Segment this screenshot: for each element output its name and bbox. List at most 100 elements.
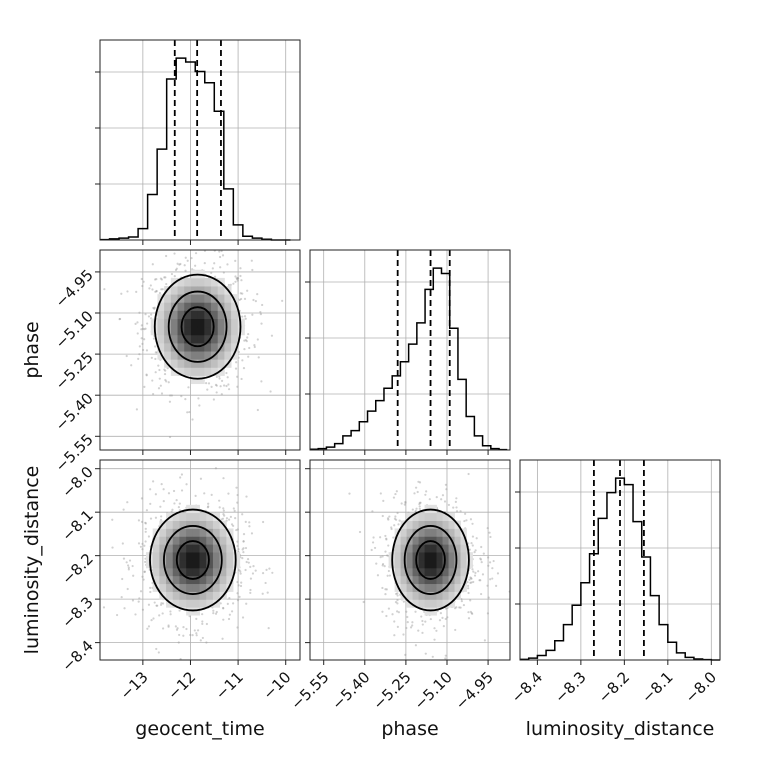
density-cell bbox=[197, 367, 205, 376]
scatter-point bbox=[482, 552, 485, 555]
scatter-point bbox=[229, 515, 232, 518]
density-cell bbox=[172, 536, 180, 545]
density-cell bbox=[204, 277, 212, 287]
scatter-point bbox=[173, 252, 176, 255]
panel-frame-luminosity_distance bbox=[519, 459, 721, 661]
density-cell bbox=[442, 575, 449, 585]
density-cell bbox=[192, 552, 200, 561]
density-cell bbox=[206, 567, 214, 577]
density-cell bbox=[436, 583, 443, 592]
scatter-point bbox=[387, 607, 391, 610]
scatter-point bbox=[467, 472, 470, 476]
scatter-point bbox=[433, 638, 436, 641]
density-cell bbox=[206, 512, 214, 521]
scatter-point bbox=[170, 510, 173, 513]
scatter-point bbox=[489, 578, 492, 581]
density-cell bbox=[430, 560, 437, 569]
scatter-point bbox=[392, 496, 396, 499]
density-cell bbox=[219, 544, 227, 553]
density-cell bbox=[164, 294, 172, 303]
scatter-point bbox=[469, 576, 472, 579]
scatter-point bbox=[385, 614, 388, 618]
scatter-point bbox=[136, 321, 139, 324]
density-cell bbox=[166, 560, 174, 569]
scatter-point bbox=[141, 548, 144, 551]
density-cell bbox=[184, 367, 192, 376]
scatter-point bbox=[478, 579, 481, 582]
density-cell bbox=[197, 302, 205, 311]
density-cell bbox=[157, 326, 165, 336]
density-cell bbox=[448, 520, 455, 529]
scatter-point bbox=[402, 633, 405, 636]
scatter-point bbox=[470, 611, 473, 615]
scatter-point bbox=[144, 313, 147, 316]
density-cell bbox=[197, 375, 205, 385]
ylabel-phase: phase bbox=[21, 321, 43, 378]
scatter-point bbox=[205, 382, 208, 385]
scatter-point bbox=[144, 327, 147, 330]
density-cell bbox=[406, 520, 413, 529]
density-cell bbox=[436, 567, 443, 577]
scatter-point bbox=[348, 492, 351, 495]
scatter-point bbox=[252, 298, 255, 302]
scatter-point bbox=[158, 368, 161, 372]
density-cell bbox=[424, 520, 431, 529]
density-cell bbox=[217, 326, 225, 336]
scatter-point bbox=[249, 591, 252, 594]
scatter-point bbox=[244, 546, 248, 550]
scatter-point bbox=[233, 509, 236, 512]
scatter-point bbox=[371, 510, 374, 513]
density-cell bbox=[190, 334, 199, 344]
scatter-point bbox=[236, 626, 239, 629]
density-cell bbox=[424, 599, 431, 608]
scatter-point bbox=[242, 547, 245, 550]
density-cell bbox=[170, 334, 178, 344]
scatter-point bbox=[219, 266, 222, 269]
scatter-point bbox=[235, 277, 239, 281]
density-cell bbox=[237, 326, 245, 336]
scatter-point bbox=[471, 544, 474, 547]
scatter-point bbox=[221, 517, 225, 520]
scatter-point bbox=[245, 495, 248, 498]
density-cell bbox=[204, 334, 212, 344]
scatter-point bbox=[111, 518, 114, 521]
scatter-point bbox=[418, 505, 421, 508]
scatter-point bbox=[443, 500, 447, 503]
scatter-point bbox=[491, 567, 494, 570]
scatter-point bbox=[404, 501, 407, 504]
scatter-point bbox=[421, 631, 424, 634]
scatter-point bbox=[161, 288, 164, 291]
scatter-point bbox=[381, 586, 384, 590]
density-cell bbox=[400, 560, 407, 569]
density-cell bbox=[418, 552, 425, 561]
density-cell bbox=[186, 567, 194, 577]
scatter-point bbox=[470, 577, 473, 580]
density-cell bbox=[224, 326, 232, 336]
scatter-point bbox=[488, 531, 491, 534]
density-cell bbox=[224, 310, 232, 319]
density-cell bbox=[211, 318, 219, 328]
scatter-point bbox=[415, 507, 418, 510]
density-cell bbox=[179, 512, 187, 521]
scatter-point bbox=[180, 489, 184, 492]
scatter-point bbox=[418, 507, 421, 510]
scatter-point bbox=[154, 351, 157, 354]
density-cell bbox=[204, 302, 212, 311]
scatter-point bbox=[245, 340, 248, 343]
density-cell bbox=[226, 575, 234, 585]
scatter-point bbox=[393, 517, 397, 520]
density-cell bbox=[197, 351, 205, 360]
scatter-point bbox=[184, 269, 187, 272]
scatter-point bbox=[213, 275, 217, 278]
scatter-point bbox=[194, 264, 197, 267]
scatter-point bbox=[201, 636, 204, 640]
scatter-point bbox=[159, 277, 163, 280]
scatter-point bbox=[203, 262, 206, 265]
scatter-point bbox=[243, 348, 246, 351]
scatter-point bbox=[154, 357, 157, 361]
scatter-point bbox=[185, 627, 188, 631]
scatter-point bbox=[189, 633, 192, 637]
scatter-point bbox=[253, 344, 256, 347]
scatter-point bbox=[245, 560, 248, 564]
density-cell bbox=[179, 599, 187, 608]
